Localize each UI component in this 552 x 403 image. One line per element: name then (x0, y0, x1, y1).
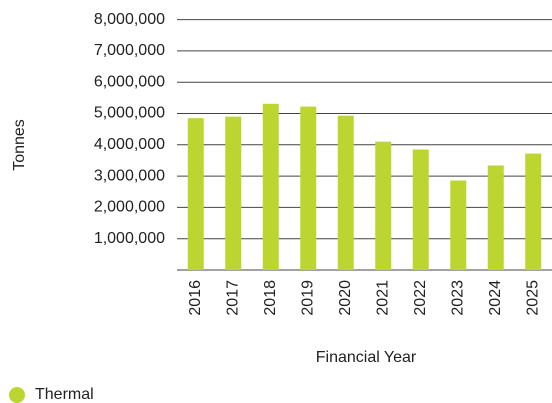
legend-label: Thermal (35, 386, 94, 403)
x-axis-label: Financial Year (316, 349, 417, 366)
bar (300, 106, 317, 270)
x-tick-label: 2023 (449, 280, 466, 316)
y-tick-label: 6,000,000 (94, 73, 165, 90)
y-tick-label: 4,000,000 (94, 136, 165, 153)
bar (187, 118, 204, 270)
bar (337, 115, 354, 270)
x-tick-label: 2019 (299, 280, 316, 316)
y-axis-label: Tonnes (11, 119, 28, 171)
y-tick-label: 2,000,000 (94, 199, 165, 216)
bar (450, 180, 467, 270)
x-tick-label: 2021 (374, 280, 391, 316)
bar (262, 103, 279, 270)
bar (412, 149, 429, 270)
y-tick-label: 5,000,000 (94, 105, 165, 122)
bar (225, 116, 242, 270)
y-tick-label: 8,000,000 (94, 11, 165, 28)
y-tick-label: 3,000,000 (94, 167, 165, 184)
bar (525, 153, 542, 270)
y-tick-label: 7,000,000 (94, 42, 165, 59)
y-tick-label: 1,000,000 (94, 230, 165, 247)
x-tick-label: 2017 (224, 280, 241, 316)
x-tick-label: 2016 (187, 280, 204, 316)
x-tick-label: 2018 (262, 280, 279, 316)
bar (487, 165, 504, 270)
bar (375, 141, 392, 270)
x-tick-label: 2025 (524, 280, 541, 316)
legend-marker (9, 387, 25, 403)
x-tick-label: 2022 (412, 280, 429, 316)
x-tick-label: 2024 (487, 280, 504, 316)
x-tick-label: 2020 (337, 280, 354, 316)
